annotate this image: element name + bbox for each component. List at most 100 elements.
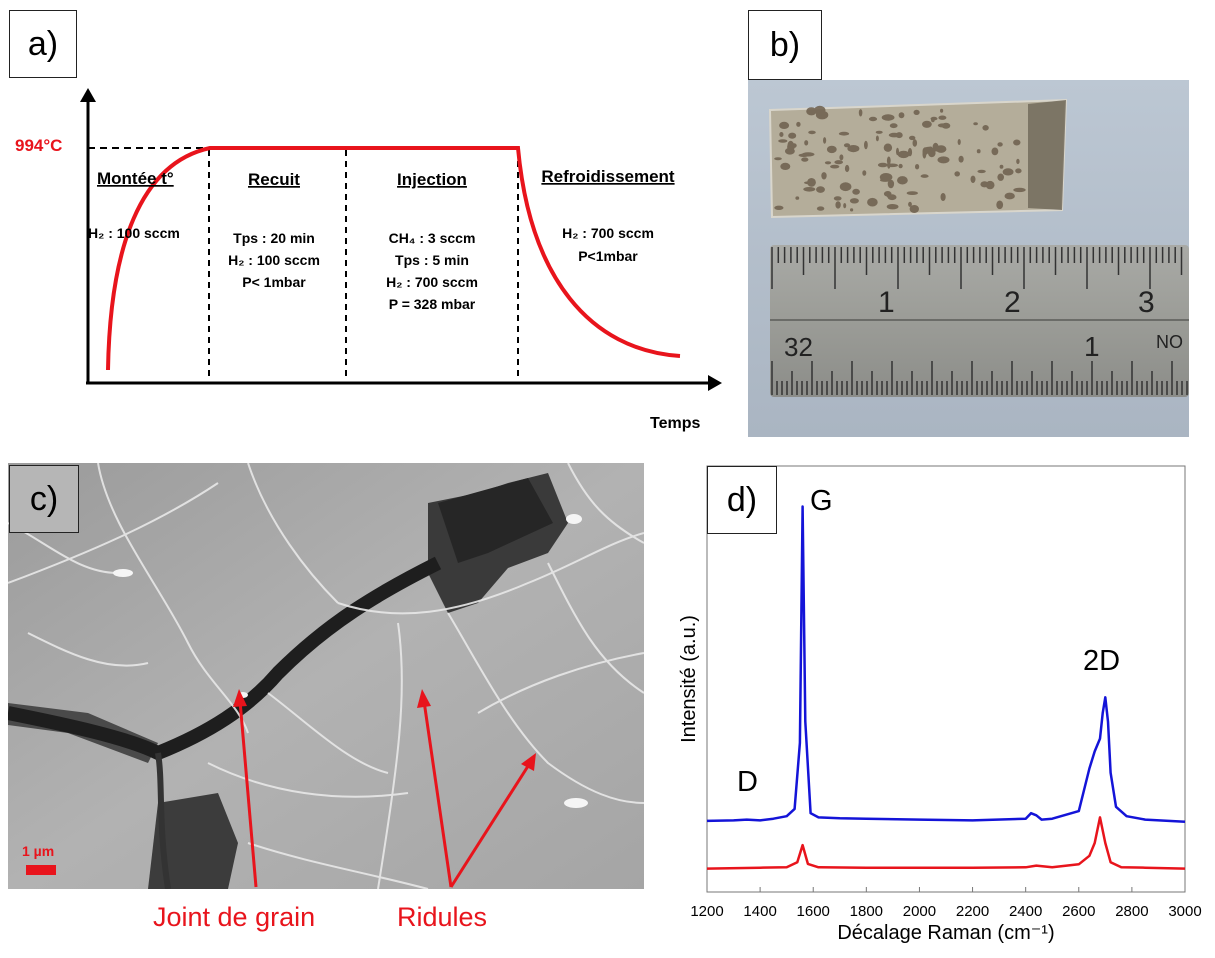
foil-spot: [908, 201, 912, 207]
ruler-corner-text: NO: [1156, 332, 1183, 352]
panel-b-label: b): [748, 10, 822, 80]
foil-spot: [824, 161, 832, 165]
foil-spot: [879, 178, 891, 182]
foil-spot: [1002, 168, 1014, 176]
foil-spot: [887, 161, 891, 169]
stage-2-line-2: H₂ : 700 sccm: [386, 274, 478, 290]
scale-bar: [26, 865, 56, 875]
foil-spot: [852, 188, 860, 195]
foil-spot: [834, 160, 843, 165]
scale-label: 1 µm: [22, 843, 54, 859]
ruler-num-1: 1: [878, 286, 895, 319]
foil-spot: [881, 114, 895, 121]
foil-spot: [843, 143, 851, 148]
foil-spot: [779, 132, 784, 137]
ruler-num-2: 2: [1004, 286, 1021, 319]
foil-spot: [858, 109, 863, 117]
panel-b: 1 2 3 32 1 NO: [748, 80, 1189, 437]
foil-spot: [830, 164, 840, 169]
sem-image: 1 µm: [6, 462, 645, 890]
annotation-arrows: [233, 689, 536, 888]
foil-spot: [807, 178, 816, 187]
x-tick-label: 3000: [1168, 903, 1201, 920]
y-axis-arrow-icon: [80, 88, 96, 102]
foil-spot: [779, 121, 790, 129]
foil-spot: [909, 205, 919, 213]
foil-spot: [839, 154, 844, 161]
foil-spot: [940, 108, 944, 113]
foil-spot: [886, 194, 895, 199]
foil-spot: [889, 123, 898, 129]
foil-spot: [913, 109, 920, 115]
foil-spot: [985, 180, 995, 190]
plot-frame: [706, 465, 1186, 893]
foil-spot: [954, 171, 960, 177]
foil-spot: [796, 121, 801, 127]
stage-2-line-1: Tps : 5 min: [395, 252, 469, 268]
spectrum-line-1: [706, 816, 1186, 870]
foil-spot: [977, 169, 986, 174]
foil-spot: [839, 182, 852, 192]
y-axis-label: Intensité (a.u.): [678, 615, 700, 743]
foil-spot: [867, 197, 878, 207]
foil-spot: [883, 143, 893, 152]
panel-a: 994°C Montée t° Recuit Injection Refroid…: [10, 88, 725, 433]
foil-spot: [888, 132, 900, 138]
foil-spot: [999, 164, 1004, 169]
foil-spot: [887, 179, 895, 189]
panel-d: 1200 1400 1600 1800 2000 2200 2400 2600 2800 3000…: [665, 458, 1210, 954]
x-tick-label: 2800: [1115, 903, 1148, 920]
foil-spot: [835, 201, 841, 209]
foil-spot: [997, 173, 1004, 181]
foil-spot: [897, 150, 910, 159]
x-axis-arrow-icon: [708, 375, 722, 391]
foil-spot: [970, 175, 976, 183]
foil-spot: [788, 132, 797, 139]
bright-spots: [113, 514, 588, 808]
foil-spot: [1004, 192, 1015, 200]
foil-spot: [937, 123, 948, 128]
ruler-num-32: 32: [784, 332, 813, 362]
foil-spot: [937, 156, 950, 164]
stage-title-3: Refroidissement: [541, 167, 675, 186]
foil-spot: [823, 137, 827, 144]
annotation-joint-label: Joint de grain: [153, 902, 316, 932]
foil-spot: [898, 163, 903, 169]
foil-spot: [982, 125, 989, 131]
foil-spot: [997, 142, 1003, 147]
x-axis-label: Temps: [650, 415, 700, 432]
stage-2-line-3: P = 328 mbar: [389, 296, 476, 312]
sample-photo: 1 2 3 32 1 NO: [748, 80, 1189, 437]
stage-title-1: Recuit: [248, 170, 300, 189]
foil-spot: [930, 147, 943, 152]
grain-boundary: [6, 556, 442, 761]
foil-spot: [868, 116, 878, 122]
foil-spot: [991, 147, 999, 156]
foil-spot: [958, 155, 964, 163]
peak-label-G: G: [810, 485, 833, 517]
temperature-curve: [106, 146, 681, 371]
foil-spot: [996, 200, 1004, 210]
foil-spot: [847, 145, 860, 153]
panel-c: 1 µm: [6, 462, 645, 890]
foil-spot: [814, 105, 826, 115]
foil-spot: [843, 203, 847, 209]
arrow-ridule-1-head-icon: [417, 689, 431, 708]
foil-spot: [798, 153, 810, 157]
arrow-ridule-2: [449, 762, 532, 888]
foil-spot: [915, 164, 920, 170]
foil-spot: [973, 122, 978, 126]
foil-spot: [833, 196, 842, 201]
ruler-num-3: 3: [1138, 286, 1155, 319]
foil-spot: [780, 162, 791, 170]
foil-spot: [864, 140, 868, 150]
foil-spot: [826, 145, 837, 154]
stage-0-line-0: H₂ : 100 sccm: [88, 225, 180, 241]
foil-spot: [816, 186, 825, 193]
foil-spot: [774, 205, 784, 210]
stage-3-line-0: H₂ : 700 sccm: [562, 225, 654, 241]
foil-spot: [909, 135, 916, 141]
foil-spot: [920, 174, 929, 178]
arrow-ridule-2-head-icon: [521, 753, 536, 771]
x-axis-label: Décalage Raman (cm⁻¹): [837, 922, 1054, 944]
